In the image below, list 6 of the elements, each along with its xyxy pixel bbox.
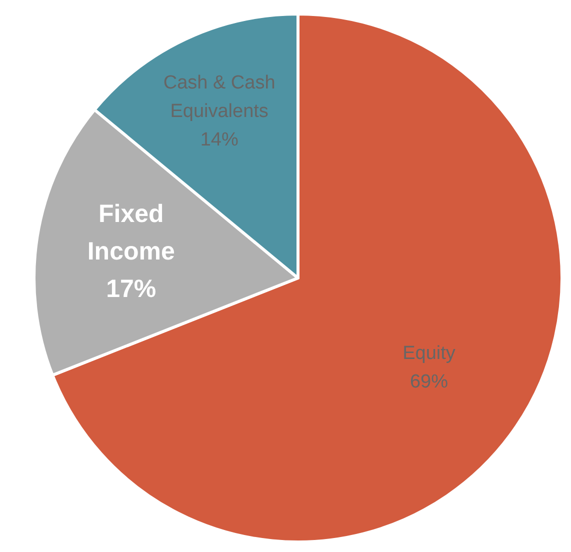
data-label: 69% xyxy=(410,370,448,392)
slice-label: Equity xyxy=(402,342,456,364)
slice-label: Fixed Income xyxy=(87,200,175,266)
slice-label: Cash & Cash Equivalents xyxy=(163,72,276,122)
data-label: 17% xyxy=(106,275,156,304)
data-label: 14% xyxy=(200,128,238,150)
